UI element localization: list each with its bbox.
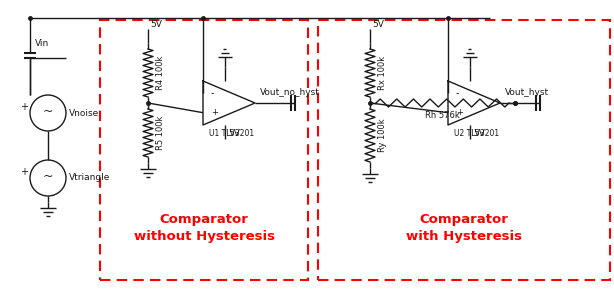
Text: R4 100k: R4 100k [156,56,165,90]
Text: U1 TLV3201: U1 TLV3201 [209,129,254,138]
Text: Comparator
with Hysteresis: Comparator with Hysteresis [406,213,522,243]
Text: ~: ~ [43,170,53,182]
Text: Ry 100k: Ry 100k [378,119,387,152]
Text: ~: ~ [43,105,53,117]
Text: 5V: 5V [372,20,384,29]
Text: 5V: 5V [150,20,162,29]
Text: Rx 100k: Rx 100k [378,56,387,90]
Text: -: - [456,88,459,98]
Text: Comparator
without Hysteresis: Comparator without Hysteresis [133,213,274,243]
Text: Vout_hyst: Vout_hyst [505,88,549,97]
Text: +: + [20,102,28,112]
Text: 5V: 5V [473,128,484,137]
Text: Vtriangle: Vtriangle [69,173,111,182]
Text: Vin: Vin [35,39,49,48]
Text: U2 TLV3201: U2 TLV3201 [454,129,499,138]
Text: -: - [211,88,214,98]
Text: 5V: 5V [228,128,239,137]
Text: R5 100k: R5 100k [156,116,165,150]
Text: Rh 576k: Rh 576k [425,111,460,120]
Text: Vnoise: Vnoise [69,108,99,117]
Text: +: + [211,108,218,117]
Text: +: + [20,167,28,177]
Text: +: + [456,108,463,117]
Text: Vout_no_hyst: Vout_no_hyst [260,88,320,97]
